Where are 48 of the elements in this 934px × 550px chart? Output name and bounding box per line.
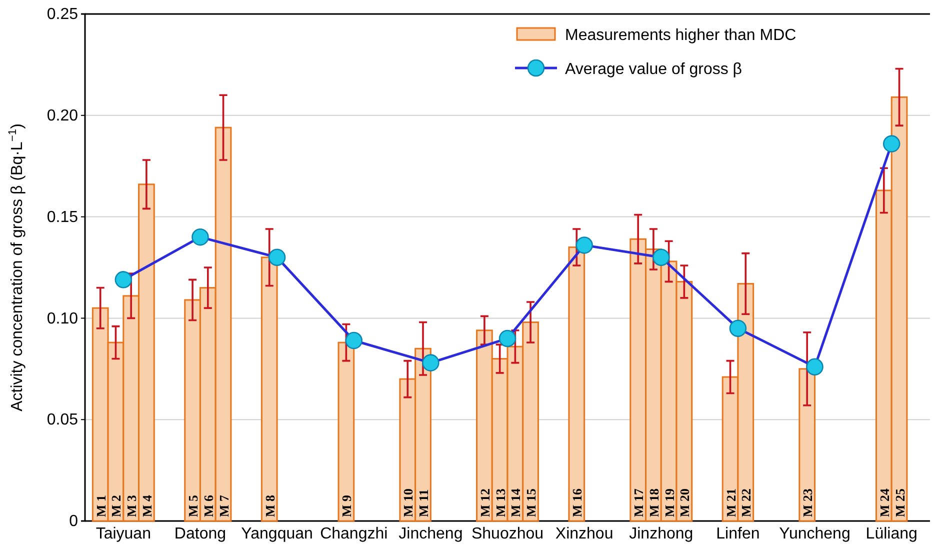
y-tick-label: 0.25 [46, 6, 78, 24]
data-label: M 12 [477, 488, 492, 517]
data-label: M 17 [631, 488, 646, 517]
data-label: M 13 [492, 488, 508, 517]
data-label: M 4 [139, 494, 154, 517]
data-label: M 25 [892, 488, 908, 517]
data-label: M 2 [108, 494, 124, 517]
data-label: M 7 [216, 494, 232, 517]
bar [338, 342, 355, 522]
y-tick-label: 0.15 [46, 208, 78, 226]
bar [568, 246, 586, 522]
y-tick-label: 0 [69, 513, 78, 530]
data-label: M 19 [662, 488, 677, 517]
data-label: M 22 [738, 488, 754, 517]
x-tick-label: Linfen [716, 525, 760, 542]
data-label: M 21 [723, 488, 738, 517]
x-tick-label: Yangquan [241, 525, 313, 542]
data-label: M 15 [524, 488, 539, 517]
data-label: M 24 [876, 488, 892, 517]
x-tick-label: Jinzhong [629, 525, 694, 542]
data-label: M 5 [186, 494, 201, 517]
x-tick-label: Yuncheng [779, 525, 850, 542]
data-label: M 1 [93, 494, 108, 517]
x-tick-label: Xinzhou [555, 525, 614, 542]
y-tick-label: 0.10 [46, 310, 78, 328]
x-tick-label: Changzhi [320, 525, 388, 542]
x-tick-label: Taiyuan [96, 525, 151, 542]
x-tick-label: Shuozhou [471, 525, 544, 542]
x-tick-label: Jincheng [398, 525, 463, 542]
data-label: M 14 [508, 488, 524, 517]
data-label: M 3 [124, 494, 140, 517]
x-tick-label: Lüliang [866, 525, 918, 542]
data-label: M 20 [677, 488, 692, 517]
y-tick-label: 0.05 [46, 412, 78, 429]
data-label: M 23 [800, 488, 816, 517]
data-label: M 11 [416, 489, 431, 517]
data-label: M 6 [200, 494, 216, 517]
data-label: M 8 [262, 494, 278, 517]
y-tick-label: 0.20 [46, 108, 78, 125]
bar [798, 368, 816, 522]
x-tick-label: Datong [174, 525, 226, 542]
data-label: M 18 [646, 488, 662, 517]
data-label: M 16 [570, 488, 585, 517]
legend-label: Measurements higher than MDC [565, 27, 796, 44]
legend-label: Average value of gross β [565, 61, 742, 78]
data-label: M 9 [339, 494, 354, 517]
bar [260, 256, 278, 522]
data-label: M 10 [400, 488, 416, 517]
